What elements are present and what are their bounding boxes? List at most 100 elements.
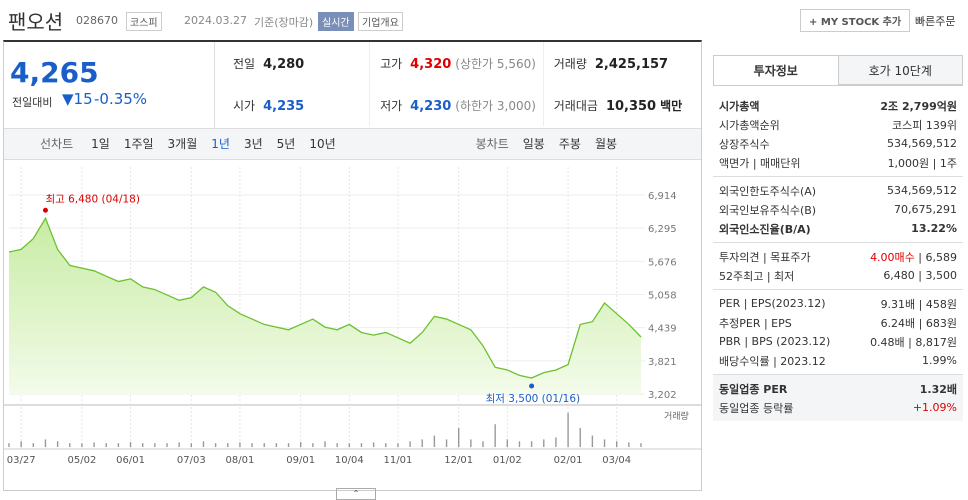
y-tick-label: 4,439 <box>648 324 677 335</box>
volume-bar <box>615 441 618 447</box>
tab[interactable]: 월봉 <box>594 137 618 151</box>
change: ▼15 <box>62 90 93 108</box>
annotation-dot <box>529 383 535 389</box>
volume-bar <box>56 441 59 447</box>
volume-bar <box>591 435 594 447</box>
volume-bar <box>275 443 278 447</box>
info-row: 액면가 | 매매단위 1,000원 | 1주 <box>713 153 963 172</box>
change-value: 15 <box>73 90 93 108</box>
tab[interactable]: 1일 <box>91 137 110 151</box>
volume-bar <box>141 443 144 447</box>
volume-bar <box>372 442 375 447</box>
info-label: 동일업종 PER <box>719 382 788 396</box>
x-tick-label: 02/01 <box>554 455 583 466</box>
tab[interactable]: 3개월 <box>167 137 198 151</box>
tab[interactable]: 1주일 <box>123 137 154 151</box>
info-value: 534,569,512 <box>887 184 957 197</box>
tab[interactable]: 1년 <box>211 137 230 151</box>
volume-bar <box>603 439 606 447</box>
info-row: 외국인한도주식수(A) 534,569,512 <box>713 181 963 200</box>
info-value-wrap: 1,000원 | 1주 <box>888 155 957 171</box>
info-value: 코스피 139위 <box>892 118 957 132</box>
info-value: 13.22% <box>911 222 957 235</box>
quick-order[interactable]: 빠른주문 <box>915 15 956 28</box>
info-row: PBR | BPS (2023.12) 0.48배 | 8,817원 <box>713 332 963 351</box>
y-tick-label: 5,058 <box>648 291 677 302</box>
info-value: 6.24배 | 683원 <box>880 316 957 330</box>
volume-bar <box>336 443 338 447</box>
summary-cell: 거래대금 10,350 백만 <box>542 84 701 126</box>
x-tick-label: 05/02 <box>68 455 97 466</box>
info-value: 2조 2,799억원 <box>880 99 957 113</box>
summary: 전일 4,280 고가 4,320 (상한가 5,560) 거래량 2,425,157 시가 4… <box>214 42 701 128</box>
annotation: 최고 6,480 (04/18) <box>45 193 140 205</box>
chart: 3,202 3,821 4,439 5,058 5,676 6,295 6,914 03/27… <box>4 167 701 466</box>
info-label: 외국인보유주식수(B) <box>719 203 817 217</box>
summary-cell: 시가 4,235 <box>229 84 370 126</box>
volume-bar <box>154 443 156 447</box>
summary-value: 4,235 <box>263 98 305 114</box>
tab-label: 선차트 <box>40 137 74 151</box>
info-group: 투자의견 | 목표주가 4.00매수 | 6,589 52주최고 | 최저 6,480… <box>713 243 963 290</box>
volume-bar <box>178 442 180 447</box>
volume-bar <box>81 443 83 447</box>
side-panel: 투자정보 호가 10단계 시가총액 2조 2,799억원 시가총액순위 코스피 139위 상… <box>713 55 963 421</box>
volume-bar <box>117 443 120 447</box>
x-tick-label: 12/01 <box>444 455 473 466</box>
info-label: 외국인한도주식수(A) <box>719 184 817 198</box>
main-panel: 4,265 전일대비 ▼15 -0.35% 전일 4,280 고가 4,320 (상한가… <box>3 40 702 500</box>
info-value-wrap: 6.24배 | 683원 <box>881 315 957 331</box>
volume-bar <box>482 441 484 447</box>
x-tick-label: 07/03 <box>177 455 206 466</box>
collapse-btn[interactable]: ⌃ <box>336 488 376 500</box>
volume-bar <box>421 439 423 447</box>
side-tab[interactable]: 투자정보 <box>713 55 839 85</box>
company-info-btn[interactable]: 기업개요 <box>358 12 403 31</box>
info-label: 시가총액순위 <box>719 118 780 132</box>
summary-value: 4,230 <box>410 98 452 114</box>
info-label: 52주최고 | 최저 <box>719 269 795 283</box>
area <box>9 218 641 394</box>
tab[interactable]: 5년 <box>276 137 296 151</box>
summary-row: 시가 4,235 저가 4,230 (하한가 3,000) 거래대금 10,350 백만 <box>229 84 701 126</box>
realtime-btn[interactable]: 실시간 <box>318 12 354 31</box>
volume-bar <box>20 441 22 447</box>
summary-cell: 고가 4,320 (상한가 5,560) <box>369 42 544 84</box>
info-label: 액면가 | 매매단위 <box>719 156 801 170</box>
price: 4,265 <box>10 56 99 89</box>
volume-bar <box>409 441 411 447</box>
info-value-wrap: 9.31배 | 458원 <box>881 296 957 312</box>
stock-code: 028670 <box>76 14 118 27</box>
summary-label: 전일 <box>233 56 256 71</box>
volume-bar <box>69 443 71 447</box>
tab[interactable]: 10년 <box>309 137 336 151</box>
mystock-btn[interactable]: + MY STOCK 추가 <box>800 9 911 32</box>
info-row: PER | EPS(2023.12) 9.31배 | 458원 <box>713 294 963 313</box>
market-tag: 코스피 <box>126 12 162 31</box>
side-tab[interactable]: 호가 10단계 <box>838 55 963 85</box>
x-tick-label: 03/27 <box>7 455 36 466</box>
info-row: 동일업종 PER 1.32배 <box>713 379 963 398</box>
summary-note: (상한가 5,560) <box>455 56 536 71</box>
info-row: 투자의견 | 목표주가 4.00매수 | 6,589 <box>713 247 963 266</box>
summary-cell: 전일 4,280 <box>229 42 370 84</box>
summary-label: 저가 <box>380 98 403 113</box>
info-row: 추정PER | EPS 6.24배 | 683원 <box>713 313 963 332</box>
tab[interactable]: 3년 <box>243 137 263 151</box>
volume-bar <box>8 443 10 447</box>
y-tick-label: 5,676 <box>648 257 677 268</box>
volume-bar <box>44 439 47 447</box>
info-value-wrap: 13.22% <box>911 222 957 235</box>
info-row: 배당수익률 | 2023.12 1.99% <box>713 351 963 370</box>
volume-label: 거래량 <box>664 410 689 422</box>
tab[interactable]: 일봉 <box>522 137 545 151</box>
y-tick-label: 3,821 <box>648 357 677 368</box>
side-tabs: 투자정보 호가 10단계 <box>713 55 963 86</box>
volume-bar <box>190 443 193 447</box>
x-tick-label: 09/01 <box>286 455 315 466</box>
info-row: 외국인보유주식수(B) 70,675,291 <box>713 200 963 219</box>
summary-value: 4,280 <box>263 56 305 72</box>
volume-bar <box>312 443 314 447</box>
tab[interactable]: 주봉 <box>558 137 581 151</box>
info-value-wrap: 70,675,291 <box>894 203 957 216</box>
